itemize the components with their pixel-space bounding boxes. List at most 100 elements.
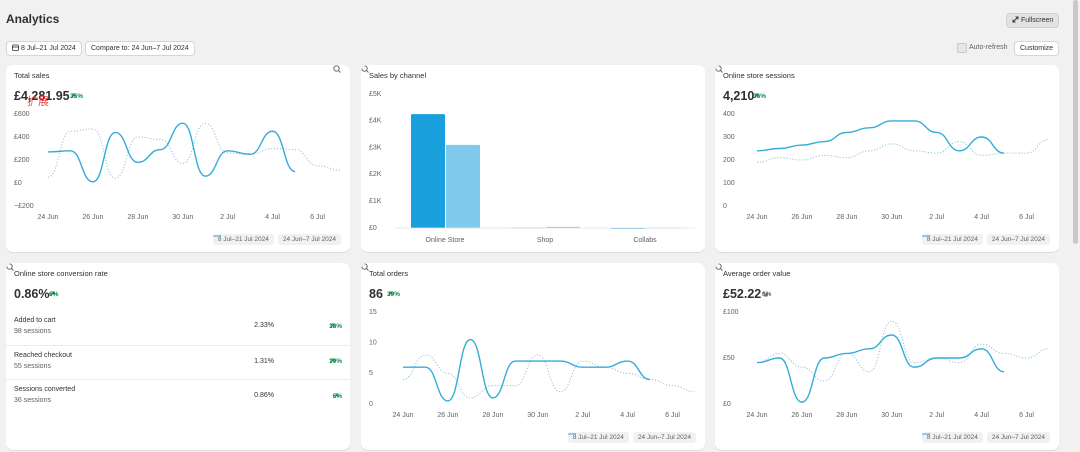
customize-button[interactable]: Customize (1014, 41, 1060, 56)
x-tick-label: 2 Jul (929, 412, 944, 419)
legend-label: 24 Jun–7 Jul 2024 (637, 434, 691, 441)
legend-swatch (921, 433, 930, 435)
legend-swatch (921, 235, 930, 237)
legend-swatch (212, 235, 221, 237)
card: £0 £50 £100 24 Jun 26 Jun 28 Jun 30 Jun 2 Jul 4 … (715, 263, 1059, 450)
y-tick-label: 15 (369, 309, 377, 316)
y-tick-label: 100 (723, 180, 735, 187)
explore-icon[interactable] (333, 65, 341, 73)
card-change: 35% (70, 93, 83, 100)
explore-icon[interactable] (361, 263, 369, 271)
x-tick-label: 4 Jul (974, 412, 989, 419)
series-line (403, 338, 651, 402)
scrollbar[interactable] (1073, 0, 1078, 244)
legend-label: 24 Jun–7 Jul 2024 (991, 236, 1045, 243)
x-tick-label: Shop (537, 237, 553, 244)
x-tick-label: 4 Jul (620, 412, 635, 419)
legend-label: 24 Jun–7 Jul 2024 (282, 236, 336, 243)
x-tick-label: 26 Jun (82, 214, 103, 221)
x-tick-label: 26 Jun (791, 214, 812, 221)
auto-refresh-checkbox[interactable] (957, 43, 967, 53)
y-tick-label: £4K (369, 118, 382, 125)
card-title: Average order value (723, 269, 791, 278)
row-label: Added to cart (14, 317, 56, 324)
card-value: 4,210 (723, 89, 755, 103)
card: £0 £1K £2K £3K £4K £5K Online Store Shop Collabs… (361, 65, 705, 252)
customize-label: Customize (1020, 45, 1054, 52)
chart: −£200 £0 £200 £400 £600 24 Jun 26 Jun 28 Jun 30 … (14, 111, 341, 221)
x-tick-label: 6 Jul (310, 214, 325, 221)
card: 0 100 200 300 400 24 Jun 26 Jun 28 Jun 30 Jun 2 J… (715, 65, 1059, 252)
y-tick-label: £5K (369, 91, 382, 98)
series-line (756, 320, 1050, 382)
explore-icon[interactable] (361, 65, 369, 73)
explore-icon[interactable] (715, 263, 723, 271)
explore-icon[interactable] (715, 65, 723, 73)
row-sessions: 98 sessions (14, 328, 51, 335)
y-tick-label: £200 (14, 157, 30, 164)
y-tick-label: 0 (723, 203, 727, 210)
legend-item[interactable]: 24 Jun–7 Jul 2024 (921, 432, 1050, 443)
card: −£200 £0 £200 £400 £600 24 Jun 26 Jun 28 Jun 30 … (6, 65, 350, 252)
y-tick-label: 300 (723, 134, 735, 141)
legend: 8 Jul–21 Jul 2024 24 Jun–7 Jul 2024 (921, 432, 1050, 443)
x-tick-label: 30 Jun (172, 214, 193, 221)
compare-button[interactable]: Compare to: 24 Jun–7 Jul 2024 (85, 41, 195, 56)
x-tick-label: 30 Jun (881, 214, 902, 221)
x-tick-label: Collabs (633, 237, 657, 244)
page-title: Analytics (6, 12, 60, 26)
card-value: £52.22 (723, 287, 762, 301)
x-tick-label: 28 Jun (836, 214, 857, 221)
x-tick-label: 28 Jun (836, 412, 857, 419)
legend-item[interactable]: 24 Jun–7 Jul 2024 (567, 432, 696, 443)
y-tick-label: 0 (369, 401, 373, 408)
row-divider (6, 345, 350, 346)
calendar-icon (12, 44, 19, 51)
auto-refresh-label: Auto-refresh (969, 44, 1008, 51)
row-divider (6, 379, 350, 380)
series-line (47, 122, 296, 183)
card-title: Sales by channel (369, 71, 427, 80)
x-tick-label: 24 Jun (392, 412, 413, 419)
chart: 0 5 10 15 24 Jun 26 Jun 28 Jun 30 Jun 2 Jul 4 Jul… (369, 309, 696, 419)
legend-label: 8 Jul–21 Jul 2024 (926, 236, 978, 243)
change-text: 36% (753, 93, 767, 100)
fullscreen-button[interactable]: Fullscreen (1006, 13, 1060, 28)
legend-swatch (921, 433, 930, 435)
change-text: 19% (328, 358, 342, 365)
legend-label: 8 Jul–21 Jul 2024 (217, 236, 269, 243)
row-rate: 2.33% (254, 322, 274, 329)
series-line (756, 138, 1050, 163)
legend-label: 8 Jul–21 Jul 2024 (572, 434, 624, 441)
legend-item[interactable]: 8 Jul–21 Jul 2024 (567, 432, 629, 443)
x-tick-label: 28 Jun (127, 214, 148, 221)
y-tick-label: £400 (14, 134, 30, 141)
series-line (756, 334, 1005, 403)
date-range-label: 8 Jul–21 Jul 2024 (20, 45, 76, 52)
x-tick-label: 2 Jul (929, 214, 944, 221)
change-text: 35% (70, 93, 84, 100)
legend-item[interactable]: 24 Jun–7 Jul 2024 (212, 234, 341, 245)
card-value: 86 (369, 287, 383, 301)
legend-item[interactable]: 8 Jul–21 Jul 2024 (212, 234, 274, 245)
explore-icon[interactable] (6, 263, 14, 271)
legend-item[interactable]: 8 Jul–21 Jul 2024 (921, 432, 983, 443)
card-title: Online store sessions (723, 71, 795, 80)
card-title: Online store conversion rate (14, 269, 108, 278)
legend: 8 Jul–21 Jul 2024 24 Jun–7 Jul 2024 (212, 234, 341, 245)
x-tick-label: 26 Jun (437, 412, 458, 419)
y-tick-label: £1K (369, 198, 382, 205)
legend-item[interactable]: 8 Jul–21 Jul 2024 (921, 234, 983, 245)
x-tick-label: 24 Jun (746, 412, 767, 419)
legend-item[interactable]: 24 Jun–7 Jul 2024 (921, 234, 1050, 245)
date-range-button[interactable]: 8 Jul–21 Jul 2024 (6, 41, 82, 56)
row-rate: 1.31% (254, 358, 274, 365)
y-tick-label: £0 (723, 401, 731, 408)
x-tick-label: Online Store (426, 237, 465, 244)
change-text: 39% (387, 291, 401, 298)
x-tick-label: 30 Jun (881, 412, 902, 419)
y-tick-label: £3K (369, 144, 382, 151)
x-tick-label: 6 Jul (1019, 412, 1034, 419)
fullscreen-label: Fullscreen (1020, 17, 1054, 24)
